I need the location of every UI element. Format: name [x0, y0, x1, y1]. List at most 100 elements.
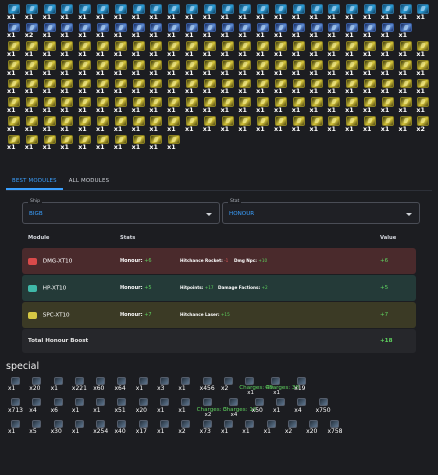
inventory-slot[interactable]: x1	[309, 114, 327, 133]
inventory-slot[interactable]: x1	[59, 39, 77, 58]
inventory-slot[interactable]: x1	[42, 77, 60, 96]
inventory-slot[interactable]: x1	[24, 39, 42, 58]
inventory-slot[interactable]: x1	[77, 95, 95, 114]
special-item[interactable]: Charges: 3 x2	[197, 395, 227, 418]
inventory-slot[interactable]: x1	[237, 21, 255, 40]
inventory-slot[interactable]: x1	[415, 95, 433, 114]
inventory-slot[interactable]: x1	[113, 39, 131, 58]
inventory-slot[interactable]: x1	[77, 114, 95, 133]
inventory-slot[interactable]: x1	[166, 77, 184, 96]
inventory-slot[interactable]: x1	[344, 21, 362, 40]
inventory-slot[interactable]: x1	[398, 21, 416, 40]
inventory-slot[interactable]: x1	[131, 77, 149, 96]
special-item[interactable]: x20	[27, 373, 48, 395]
inventory-slot[interactable]: x1	[326, 39, 344, 58]
special-item[interactable]: x221	[70, 373, 91, 395]
inventory-slot[interactable]: x1	[202, 77, 220, 96]
inventory-slot[interactable]: x1	[220, 114, 238, 133]
inventory-slot[interactable]: x1	[95, 39, 113, 58]
inventory-slot[interactable]: x1	[148, 58, 166, 77]
inventory-slot[interactable]: x1	[95, 21, 113, 40]
inventory-slot[interactable]: x1	[309, 21, 327, 40]
inventory-slot[interactable]: x1	[184, 95, 202, 114]
inventory-slot[interactable]: x1	[113, 95, 131, 114]
inventory-slot[interactable]: x2	[415, 114, 433, 133]
inventory-slot[interactable]: x1	[131, 2, 149, 21]
special-item[interactable]: Charges: 38 x1	[265, 373, 299, 396]
inventory-slot[interactable]: x1	[113, 133, 131, 152]
inventory-slot[interactable]: x1	[380, 2, 398, 21]
inventory-slot[interactable]: x1	[255, 21, 273, 40]
inventory-slot[interactable]: x1	[95, 133, 113, 152]
special-item[interactable]: x60	[91, 373, 112, 395]
inventory-slot[interactable]: x1	[380, 39, 398, 58]
inventory-slot[interactable]: x1	[309, 95, 327, 114]
inventory-slot[interactable]: x1	[362, 58, 380, 77]
inventory-slot[interactable]: x1	[202, 95, 220, 114]
inventory-slot[interactable]: x1	[77, 39, 95, 58]
inventory-slot[interactable]: x1	[148, 95, 166, 114]
special-item[interactable]: x17	[134, 416, 155, 438]
inventory-slot[interactable]: x1	[291, 39, 309, 58]
inventory-slot[interactable]: x1	[398, 58, 416, 77]
ship-select[interactable]: Ship BIGB	[22, 199, 220, 224]
inventory-slot[interactable]: x1	[42, 2, 60, 21]
inventory-slot[interactable]: x1	[6, 58, 24, 77]
inventory-slot[interactable]: x1	[166, 21, 184, 40]
inventory-slot[interactable]: x1	[291, 2, 309, 21]
inventory-slot[interactable]: x1	[95, 114, 113, 133]
inventory-slot[interactable]: x1	[362, 21, 380, 40]
inventory-slot[interactable]: x1	[202, 114, 220, 133]
inventory-slot[interactable]: x1	[220, 2, 238, 21]
inventory-slot[interactable]: x1	[113, 114, 131, 133]
inventory-slot[interactable]: x1	[77, 133, 95, 152]
special-item[interactable]: x1	[70, 395, 91, 417]
inventory-slot[interactable]: x1	[202, 58, 220, 77]
inventory-slot[interactable]: x1	[113, 21, 131, 40]
inventory-slot[interactable]: x1	[220, 39, 238, 58]
inventory-slot[interactable]: x1	[326, 77, 344, 96]
special-item[interactable]: x1	[70, 416, 91, 438]
inventory-slot[interactable]: x1	[273, 77, 291, 96]
inventory-slot[interactable]: x1	[131, 133, 149, 152]
inventory-slot[interactable]: x1	[380, 58, 398, 77]
inventory-slot[interactable]: x1	[202, 39, 220, 58]
inventory-slot[interactable]: x1	[77, 21, 95, 40]
special-item[interactable]: x1	[262, 416, 283, 438]
inventory-slot[interactable]: x1	[113, 77, 131, 96]
inventory-slot[interactable]: x1	[42, 114, 60, 133]
special-item[interactable]: x456	[198, 373, 219, 395]
special-item[interactable]: x1	[155, 395, 176, 417]
inventory-slot[interactable]: x1	[148, 114, 166, 133]
special-item[interactable]: x51	[112, 395, 133, 417]
inventory-slot[interactable]: x1	[344, 77, 362, 96]
special-item[interactable]: x1	[240, 416, 261, 438]
inventory-slot[interactable]: x1	[326, 58, 344, 77]
special-item[interactable]: x50	[250, 395, 271, 417]
tab-all-modules[interactable]: ALL MODULES	[68, 178, 110, 184]
inventory-slot[interactable]: x1	[184, 77, 202, 96]
inventory-slot[interactable]: x1	[309, 2, 327, 21]
special-item[interactable]: x73	[198, 416, 219, 438]
inventory-slot[interactable]: x2	[24, 21, 42, 40]
inventory-slot[interactable]: x1	[344, 39, 362, 58]
inventory-slot[interactable]: x1	[166, 95, 184, 114]
special-item[interactable]: x1	[134, 373, 155, 395]
special-item[interactable]: x750	[314, 395, 335, 417]
inventory-slot[interactable]: x1	[220, 77, 238, 96]
inventory-slot[interactable]: x1	[6, 2, 24, 21]
inventory-slot[interactable]: x1	[237, 77, 255, 96]
inventory-slot[interactable]: x1	[291, 21, 309, 40]
inventory-slot[interactable]: x1	[6, 95, 24, 114]
inventory-slot[interactable]: x1	[131, 114, 149, 133]
inventory-slot[interactable]: x1	[59, 21, 77, 40]
inventory-slot[interactable]: x1	[184, 2, 202, 21]
inventory-slot[interactable]: x1	[273, 114, 291, 133]
special-item[interactable]: x1	[176, 395, 197, 417]
inventory-slot[interactable]: x1	[273, 58, 291, 77]
inventory-slot[interactable]: x1	[59, 133, 77, 152]
special-item[interactable]: x40	[112, 416, 133, 438]
inventory-slot[interactable]: x1	[184, 39, 202, 58]
inventory-slot[interactable]: x1	[326, 2, 344, 21]
inventory-slot[interactable]: x1	[166, 133, 184, 152]
